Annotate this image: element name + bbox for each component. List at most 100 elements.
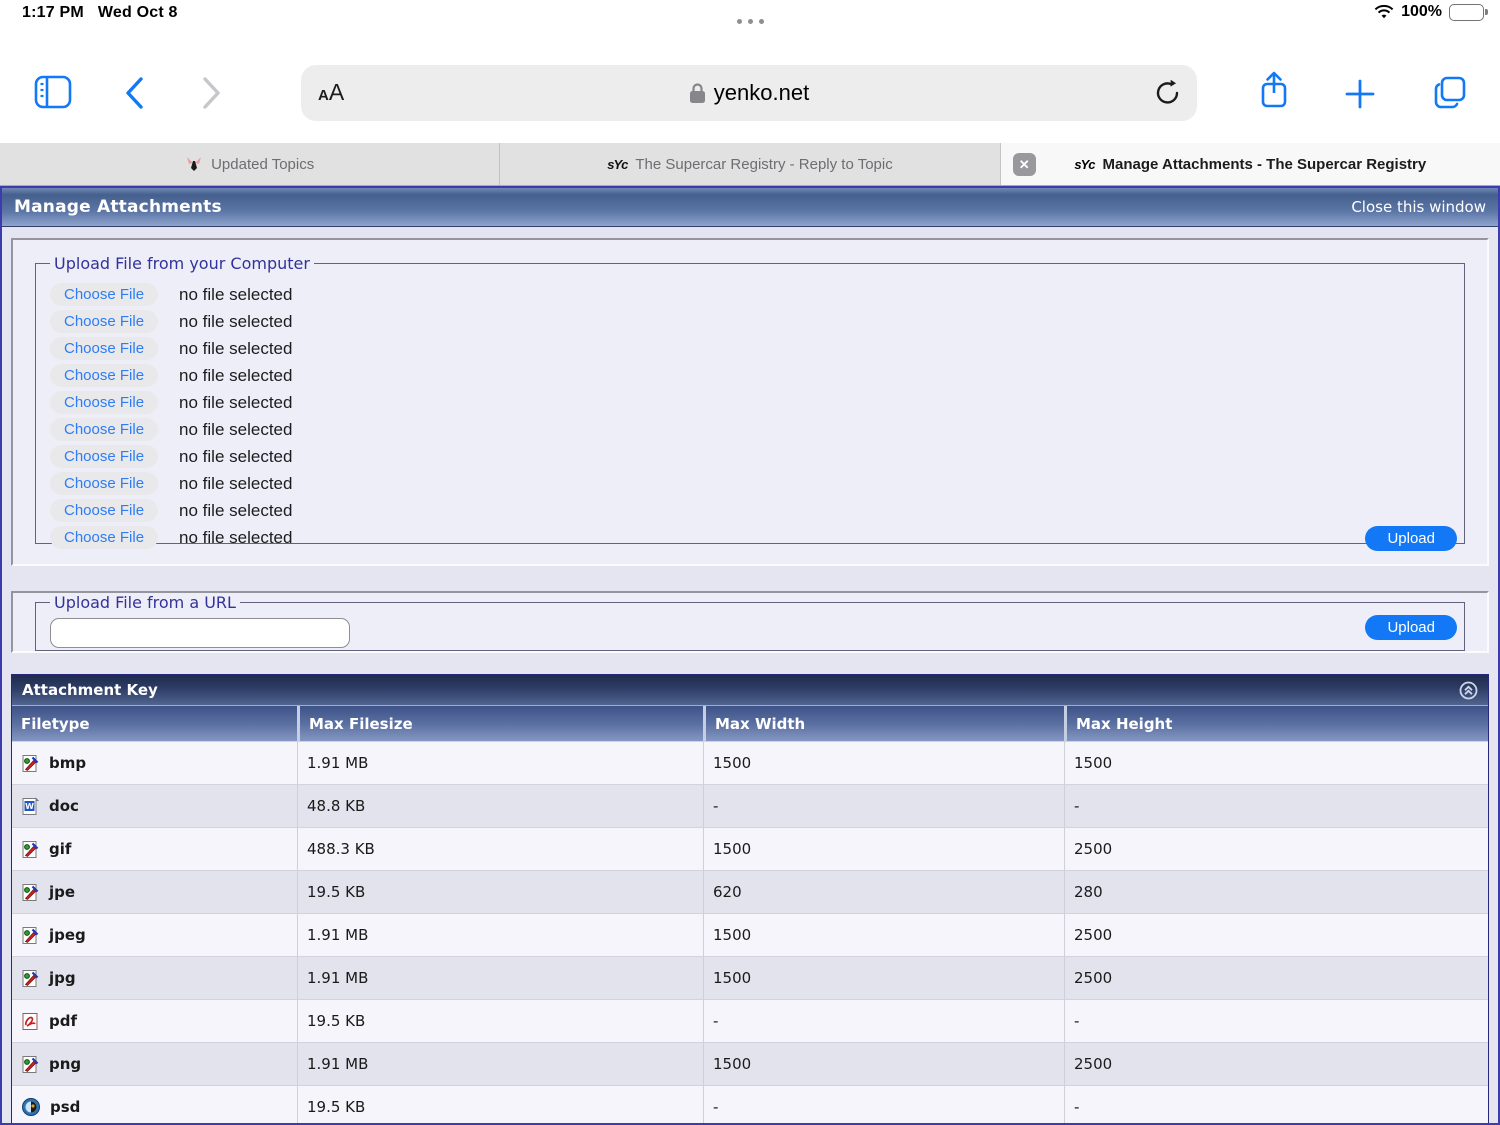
file-selected-status: no file selected: [179, 284, 293, 304]
max-height-cell: 2500: [1064, 1043, 1488, 1085]
table-column-headers: Filetype Max Filesize Max Width Max Height: [12, 705, 1488, 741]
file-input-row: Choose File no file selected: [50, 443, 1450, 470]
file-input-row: Choose File no file selected: [50, 524, 1450, 551]
choose-file-button[interactable]: Choose File: [50, 364, 159, 387]
close-tab-icon[interactable]: ✕: [1012, 153, 1036, 176]
upload-url-legend: Upload File from a URL: [54, 593, 236, 612]
file-selected-status: no file selected: [179, 365, 293, 385]
wifi-icon: [1374, 4, 1394, 20]
tab-updated-topics[interactable]: Updated Topics: [0, 143, 501, 185]
max-width-cell: -: [703, 1086, 1064, 1123]
max-filesize-cell: 19.5 KB: [297, 871, 703, 913]
upload-url-fieldset: Upload File from a URL: [35, 593, 1465, 651]
file-selected-status: no file selected: [179, 392, 293, 412]
table-row: bmp 1.91 MB 1500 1500: [12, 741, 1488, 784]
safari-toolbar: AA yenko.net: [0, 28, 1500, 143]
max-width-cell: -: [703, 785, 1064, 827]
choose-file-button[interactable]: Choose File: [50, 283, 159, 306]
choose-file-button[interactable]: Choose File: [50, 418, 159, 441]
url-input[interactable]: [50, 618, 350, 648]
filetype-name: jpe: [49, 883, 76, 901]
upload-computer-legend: Upload File from your Computer: [54, 254, 310, 273]
table-row: jpeg 1.91 MB 1500 2500: [12, 913, 1488, 956]
upload-url-panel: Upload File from a URL Upload: [11, 591, 1489, 653]
max-height-cell: 2500: [1064, 914, 1488, 956]
address-bar[interactable]: AA yenko.net: [301, 65, 1197, 121]
status-time-date: 1:17 PM Wed Oct 8: [22, 4, 178, 22]
new-tab-button[interactable]: [1344, 78, 1376, 110]
multitasking-dots-icon: [0, 11, 1500, 29]
tab-reply-to-topic[interactable]: sYc The Supercar Registry - Reply to Top…: [500, 143, 1001, 185]
file-input-row: Choose File no file selected: [50, 389, 1450, 416]
filetype-name: png: [49, 1055, 82, 1073]
choose-file-button[interactable]: Choose File: [50, 337, 159, 360]
tab-label: Updated Topics: [211, 155, 315, 173]
max-filesize-cell: 19.5 KB: [297, 1000, 703, 1042]
file-input-row: Choose File no file selected: [50, 470, 1450, 497]
filetype-name: doc: [49, 797, 79, 815]
column-header-filetype: Filetype: [21, 714, 90, 733]
battery-icon: [1449, 3, 1488, 21]
file-selected-status: no file selected: [179, 473, 293, 493]
window-title-bar: Manage Attachments Close this window: [2, 188, 1498, 227]
sidebar-toggle-button[interactable]: [33, 73, 73, 111]
attachment-key-table: Attachment Key Filetype Max Filesize Max W…: [11, 674, 1489, 1123]
max-filesize-cell: 1.91 MB: [297, 914, 703, 956]
file-selected-status: no file selected: [179, 527, 293, 547]
filetype-name: pdf: [49, 1012, 78, 1030]
image-file-icon: [21, 926, 40, 945]
share-button[interactable]: [1258, 70, 1290, 112]
file-input-row: Choose File no file selected: [50, 362, 1450, 389]
filetype-cell: gif: [12, 828, 297, 870]
lock-icon: [689, 82, 706, 104]
filetype-name: jpeg: [49, 926, 86, 944]
file-input-list: Choose File no file selected Choose File no…: [50, 281, 1450, 551]
max-width-cell: 1500: [703, 828, 1064, 870]
filetype-cell: pdf: [12, 1000, 297, 1042]
file-input-row: Choose File no file selected: [50, 416, 1450, 443]
date: Wed Oct 8: [97, 4, 178, 21]
forward-button[interactable]: [200, 75, 224, 111]
choose-file-button[interactable]: Choose File: [50, 310, 159, 333]
upload-files-button[interactable]: Upload: [1365, 526, 1457, 551]
filetype-cell: png: [12, 1043, 297, 1085]
choose-file-button[interactable]: Choose File: [50, 391, 159, 414]
filetype-name: psd: [50, 1098, 81, 1116]
max-filesize-cell: 1.91 MB: [297, 742, 703, 784]
max-width-cell: 1500: [703, 742, 1064, 784]
tab-label: Manage Attachments - The Supercar Regist…: [1102, 155, 1427, 173]
battery-percent: 100%: [1401, 3, 1442, 20]
text-size-button[interactable]: AA: [318, 79, 345, 105]
reload-button[interactable]: [1153, 78, 1183, 108]
doc-file-icon: W: [21, 796, 40, 816]
max-width-cell: 1500: [703, 957, 1064, 999]
table-row: gif 488.3 KB 1500 2500: [12, 827, 1488, 870]
filetype-cell: jpeg: [12, 914, 297, 956]
attachment-key-title: Attachment Key: [22, 681, 158, 699]
url-text: yenko.net: [713, 80, 810, 105]
file-selected-status: no file selected: [179, 446, 293, 466]
table-row: jpg 1.91 MB 1500 2500: [12, 956, 1488, 999]
choose-file-button[interactable]: Choose File: [50, 472, 159, 495]
max-width-cell: 620: [703, 871, 1064, 913]
tab-bar: Updated Topics sYc The Supercar Registry…: [0, 143, 1500, 186]
tab-label: The Supercar Registry - Reply to Topic: [635, 155, 893, 173]
choose-file-button[interactable]: Choose File: [50, 499, 159, 522]
clock: 1:17 PM: [22, 4, 84, 21]
choose-file-button[interactable]: Choose File: [50, 526, 159, 549]
tabs-overview-button[interactable]: [1432, 74, 1468, 110]
close-window-link[interactable]: Close this window: [1351, 198, 1486, 216]
tab-manage-attachments[interactable]: ✕ sYc Manage Attachments - The Supercar …: [1000, 143, 1500, 185]
max-filesize-cell: 1.91 MB: [297, 1043, 703, 1085]
max-height-cell: -: [1064, 1086, 1488, 1123]
filetype-name: gif: [49, 840, 72, 858]
max-filesize-cell: 488.3 KB: [297, 828, 703, 870]
back-button[interactable]: [122, 75, 146, 111]
file-selected-status: no file selected: [179, 419, 293, 439]
choose-file-button[interactable]: Choose File: [50, 445, 159, 468]
table-row: jpe 19.5 KB 620 280: [12, 870, 1488, 913]
upload-url-button[interactable]: Upload: [1365, 615, 1457, 640]
collapse-circle-icon[interactable]: [1459, 681, 1478, 700]
file-input-row: Choose File no file selected: [50, 497, 1450, 524]
